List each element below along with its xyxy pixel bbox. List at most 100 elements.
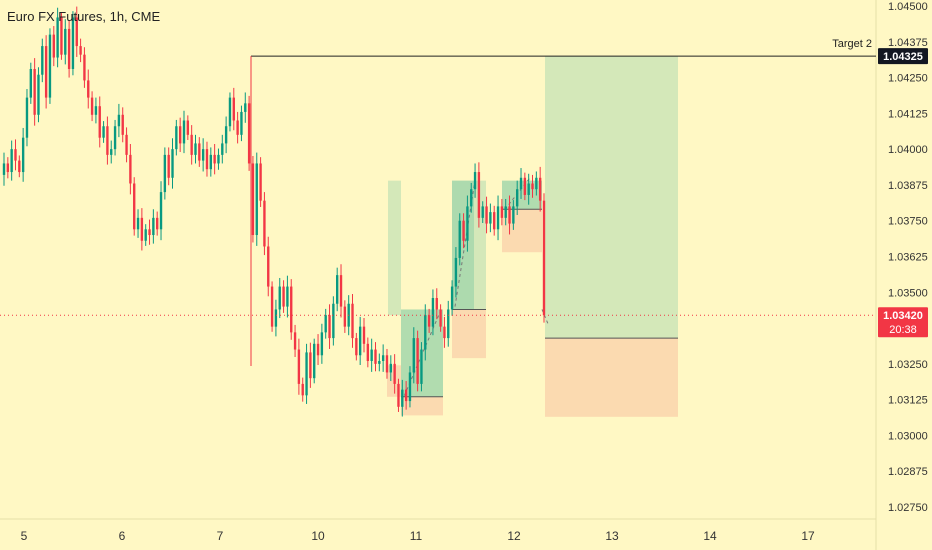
candle-body (404, 389, 408, 402)
candle-body (213, 154, 216, 164)
candle-body (125, 134, 128, 155)
price-tick-label: 1.03250 (888, 359, 928, 371)
price-tick-label: 1.02750 (888, 502, 928, 514)
candle-body (110, 149, 113, 155)
candle-body (542, 200, 546, 316)
candle-body (301, 383, 304, 396)
candle-body (454, 257, 458, 287)
candle-body (129, 154, 132, 184)
candle-body (113, 126, 117, 150)
candle-body (527, 183, 530, 195)
candle-body (140, 217, 144, 241)
candle-body (117, 114, 121, 127)
candle-body (535, 177, 538, 190)
target-price-value: 1.04325 (883, 51, 923, 63)
price-tick-label: 1.02875 (888, 466, 928, 478)
candle-body (313, 343, 316, 379)
time-tick-label: 14 (703, 529, 717, 543)
candle-body (236, 120, 239, 135)
candle-body (439, 309, 442, 327)
time-tick-label: 6 (119, 529, 126, 543)
candle-body (18, 160, 21, 173)
price-tick-label: 1.03750 (888, 216, 928, 228)
candle-body (56, 17, 59, 58)
candle-body (194, 143, 197, 155)
candle-body (278, 286, 281, 310)
candle-body (167, 154, 170, 178)
price-tick-label: 1.03875 (888, 180, 928, 192)
candle-body (98, 106, 101, 138)
candle-body (102, 126, 105, 138)
candle-body (29, 68, 32, 98)
candle-body (94, 106, 98, 115)
time-tick-label: 12 (507, 529, 521, 543)
candle-body (152, 217, 155, 236)
candle-body (366, 343, 370, 361)
candle-body (381, 355, 385, 361)
current-price-badge (878, 307, 928, 338)
candle-body (531, 183, 534, 190)
candle-body (538, 177, 542, 201)
candle-body (332, 303, 335, 339)
candle-body (351, 303, 354, 339)
candle-body (362, 326, 366, 344)
candle-body (44, 46, 48, 98)
candle-body (408, 372, 412, 402)
candle-body (71, 17, 75, 69)
candle-body (512, 206, 515, 224)
time-tick-label: 7 (217, 529, 224, 543)
candle-body (355, 338, 358, 356)
chart-title: Euro FX Futures, 1h, CME (7, 9, 161, 24)
candle-body (163, 154, 167, 193)
candle-body (508, 206, 511, 224)
candle-body (144, 229, 147, 241)
price-tick-label: 1.04375 (888, 37, 928, 49)
candle-body (232, 97, 235, 121)
candle-body (358, 326, 362, 356)
candle-body (466, 206, 469, 241)
candle-body (320, 332, 324, 356)
entry-zone-1 (388, 180, 401, 316)
price-tick-label: 1.04000 (888, 144, 928, 156)
candle-body (374, 349, 377, 364)
price-tick-label: 1.04250 (888, 73, 928, 85)
candle-body (385, 355, 389, 373)
candle-body (443, 326, 446, 339)
candle-body (324, 315, 327, 333)
candle-body (378, 360, 381, 364)
candle-body (500, 206, 504, 218)
candle-body (290, 286, 293, 333)
price-tick-label: 1.03000 (888, 430, 928, 442)
candle-body (205, 149, 209, 170)
candle-body (504, 206, 507, 218)
candle-body (217, 154, 220, 164)
candle-body (60, 17, 63, 55)
price-tick-label: 1.03500 (888, 287, 928, 299)
time-tick-label: 5 (21, 529, 28, 543)
candle-body (224, 126, 228, 144)
candle-body (159, 192, 163, 230)
candle-body (397, 383, 400, 407)
candle-body (178, 126, 182, 144)
candle-body (343, 306, 347, 327)
candle-body (339, 275, 343, 307)
candle-body (447, 309, 450, 339)
candle-body (64, 28, 67, 55)
candle-body (67, 28, 71, 69)
candle-body (175, 126, 178, 150)
candle-body (496, 206, 500, 230)
candle-body (458, 220, 461, 258)
candle-body (297, 349, 301, 384)
candle-body (481, 206, 484, 218)
stop-zone-4 (502, 209, 542, 253)
target-label: Target 2 (832, 38, 872, 50)
candle-body (190, 134, 193, 155)
candle-body (470, 189, 473, 207)
candle-body (21, 137, 25, 173)
candle-body (473, 172, 477, 190)
candle-body (263, 200, 266, 247)
candle-body (420, 349, 423, 384)
time-tick-label: 17 (801, 529, 815, 543)
candle-body (198, 143, 201, 161)
